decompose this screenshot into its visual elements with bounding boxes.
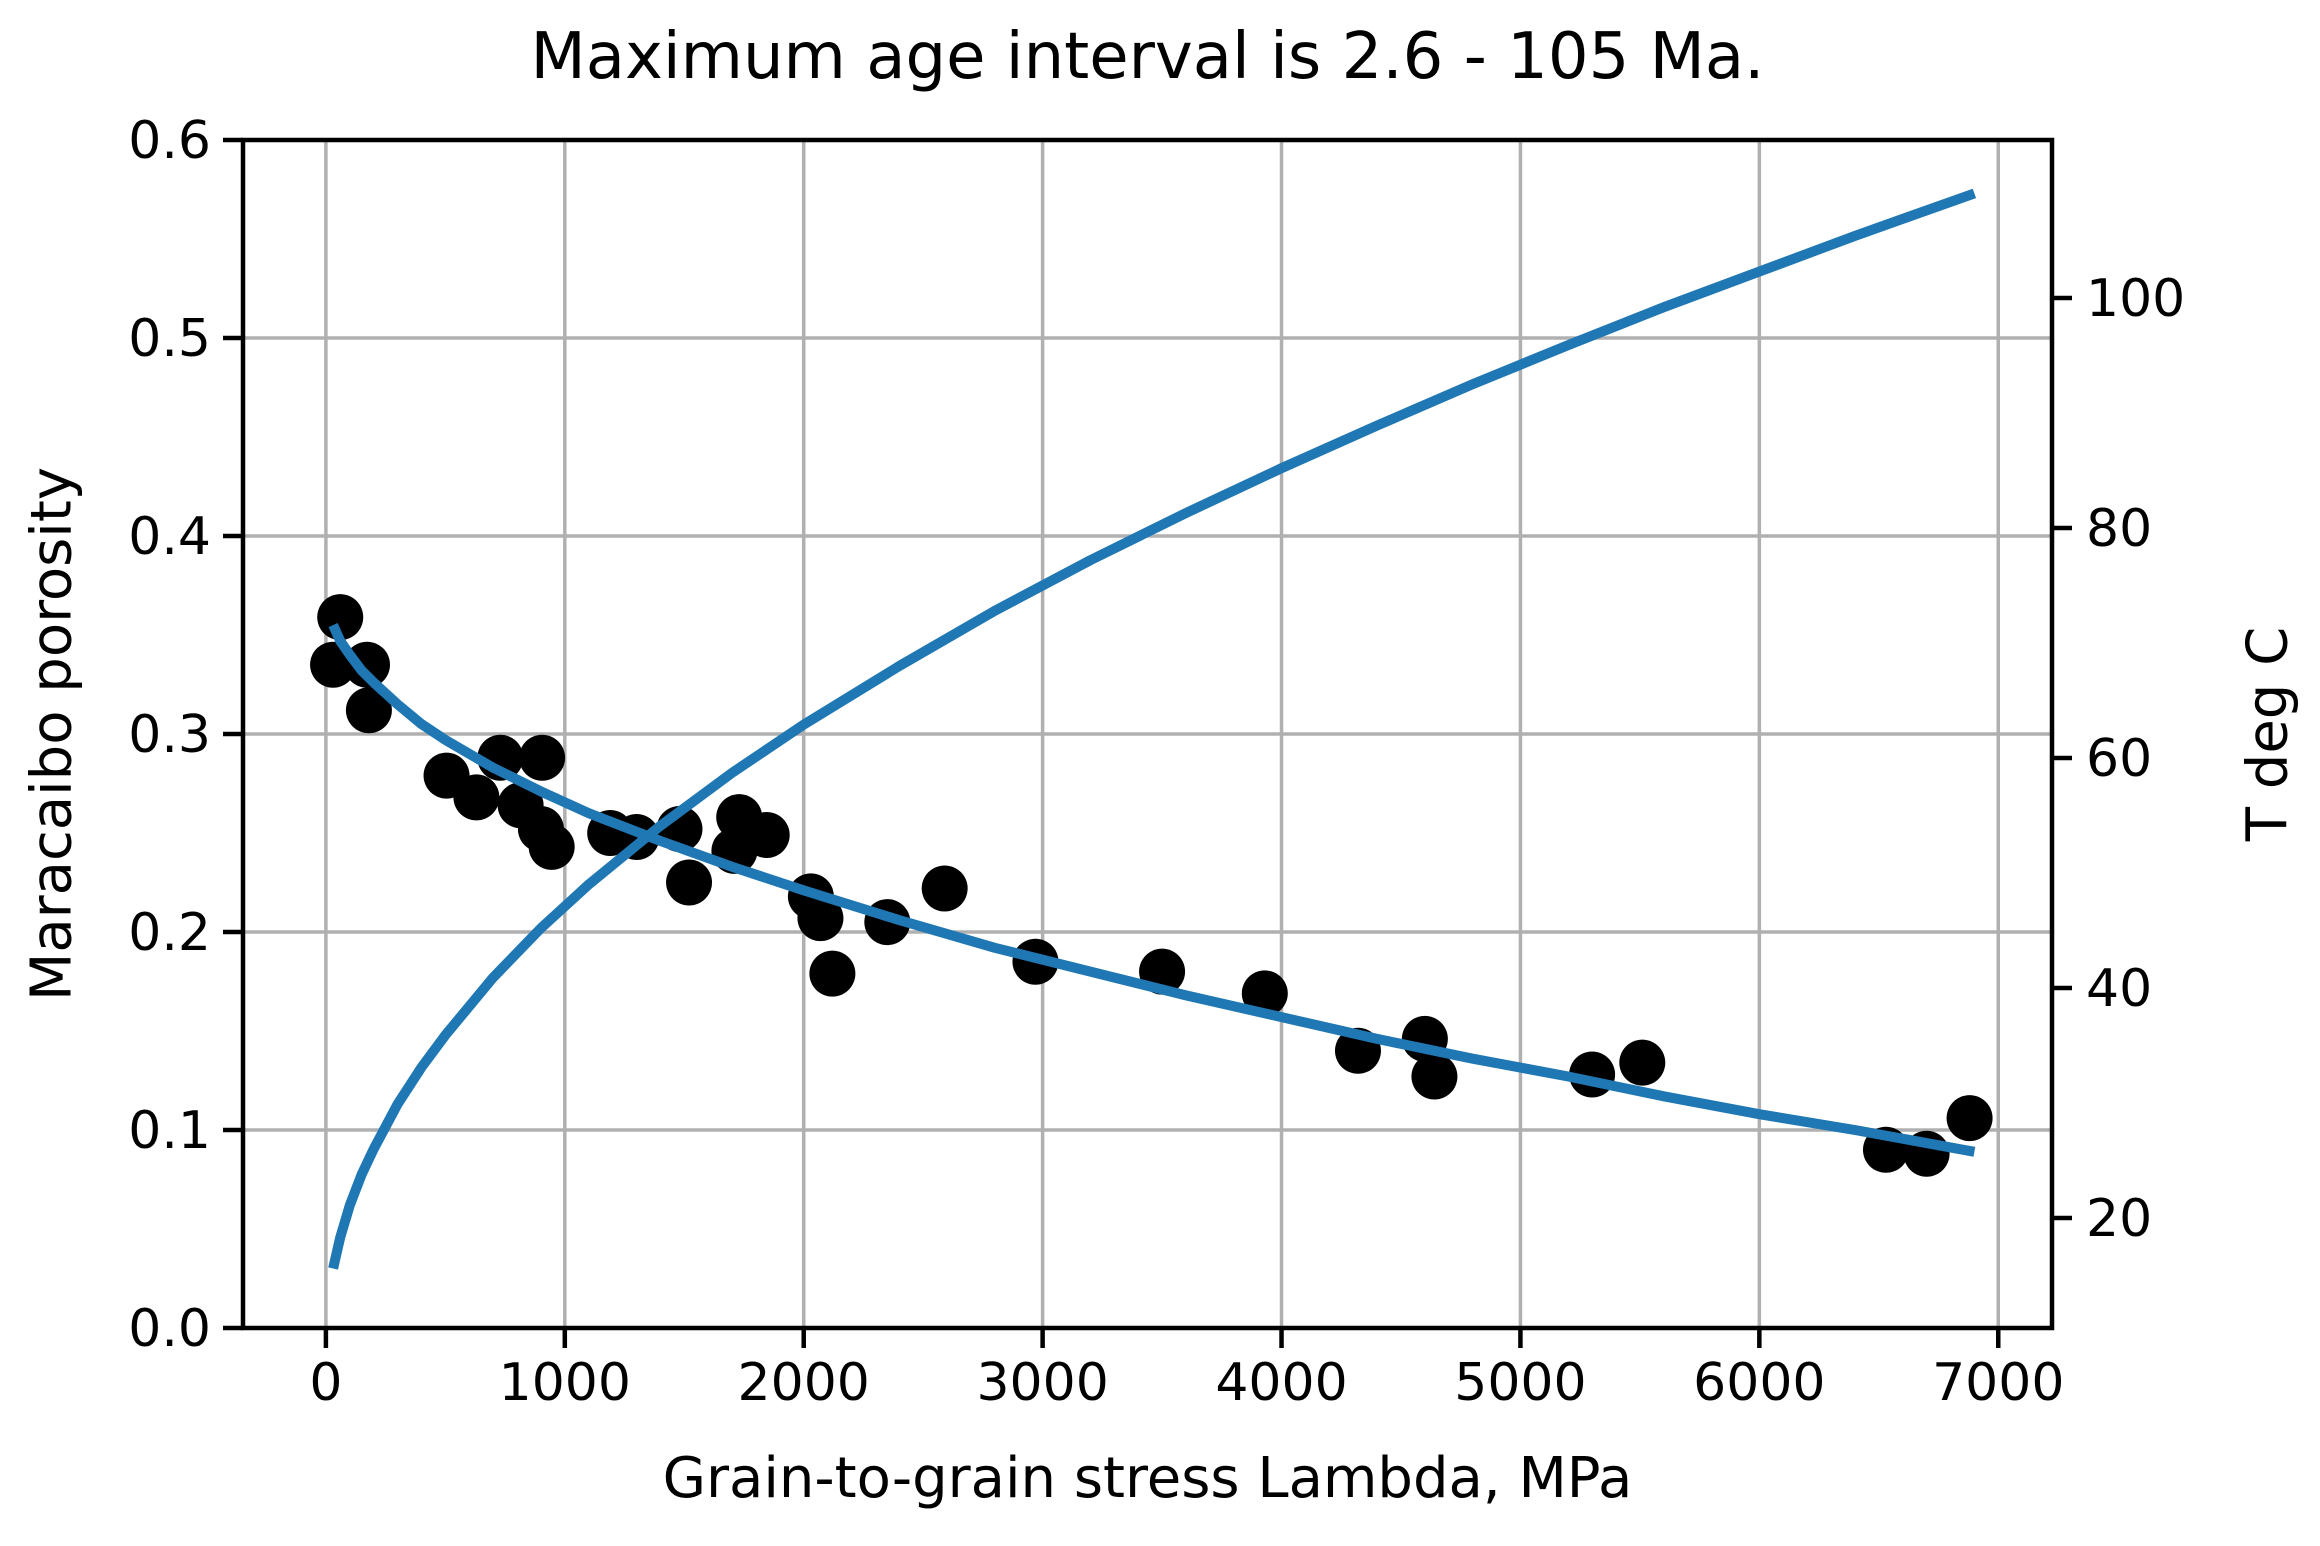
y-tick-label-left: 0.4: [128, 507, 211, 567]
x-axis-label: Grain-to-grain stress Lambda, MPa: [662, 1446, 1633, 1511]
scatter-point: [666, 859, 713, 906]
chart-title: Maximum age interval is 2.6 - 105 Ma.: [530, 20, 1765, 94]
scatter-point: [345, 687, 392, 734]
y-tick-label-right: 20: [2086, 1189, 2152, 1249]
y-tick-label-right: 60: [2086, 729, 2152, 789]
x-tick-label: 0: [309, 1353, 342, 1413]
y-tick-label-right: 80: [2086, 499, 2152, 559]
scatter-point: [1619, 1039, 1666, 1086]
y-axis-label-right: T deg C: [2235, 626, 2301, 842]
scatter-point: [1241, 970, 1288, 1017]
scatter-point: [343, 641, 390, 688]
x-tick-label: 2000: [738, 1353, 870, 1413]
y-tick-label-left: 0.0: [128, 1299, 211, 1359]
y-tick-label-left: 0.3: [128, 705, 211, 765]
scatter-point: [317, 594, 364, 641]
scatter-point: [809, 950, 856, 997]
x-tick-label: 4000: [1215, 1353, 1347, 1413]
y-tick-label-left: 0.6: [128, 111, 211, 171]
scatter-point: [921, 865, 968, 912]
porosity-trend-line: [328, 623, 1976, 1157]
scatter-point: [519, 734, 566, 781]
x-tick-label: 1000: [499, 1353, 631, 1413]
scatter-point: [528, 823, 575, 870]
y-tick-label-left: 0.5: [128, 309, 211, 369]
y-tick-label-left: 0.1: [128, 1101, 211, 1161]
y-axis-label-left: Maracaibo porosity: [19, 467, 85, 1001]
x-tick-label: 6000: [1693, 1353, 1825, 1413]
scatter-point: [1946, 1095, 1993, 1142]
x-tick-label: 5000: [1454, 1353, 1586, 1413]
x-tick-label: 7000: [1932, 1353, 2064, 1413]
scatter-point: [453, 774, 500, 821]
scatter-point: [797, 895, 844, 942]
y-tick-label-right: 100: [2086, 269, 2185, 329]
scatter-point: [1411, 1053, 1458, 1100]
scatter-point: [743, 811, 790, 858]
temperature-trend-line: [328, 188, 1977, 1270]
y-tick-label-left: 0.2: [128, 903, 211, 963]
x-tick-label: 3000: [976, 1353, 1108, 1413]
y-tick-label-right: 40: [2086, 959, 2152, 1019]
